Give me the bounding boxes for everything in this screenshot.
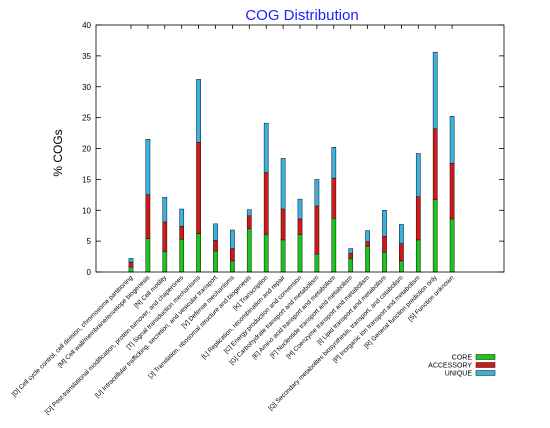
bar-segment-core <box>365 245 370 273</box>
bar-segment-unique <box>399 224 404 244</box>
bar-segment-unique <box>162 197 168 223</box>
bar-segment-unique <box>246 209 252 217</box>
bar-segment-unique <box>263 122 269 173</box>
bar-segment-unique <box>128 258 134 263</box>
bar-segment-accessory <box>230 248 235 262</box>
bar-segment-unique <box>365 230 370 242</box>
bar-segment-accessory <box>179 226 185 240</box>
y-tick-label: 0 <box>87 268 92 277</box>
y-tick-label: 15 <box>82 175 91 184</box>
bar-segment-unique <box>382 210 387 237</box>
bar-segment-unique <box>179 208 185 227</box>
bar-segment-accessory <box>415 196 421 241</box>
y-tick-label: 30 <box>82 83 91 92</box>
bar-segment-core <box>348 258 354 273</box>
legend-swatch-accessory <box>475 362 496 368</box>
bar-segment-core <box>314 253 320 273</box>
bar-segment-accessory <box>145 194 151 239</box>
bar-segment-core <box>179 239 185 273</box>
legend-swatch-core <box>475 354 496 360</box>
bar-segment-core <box>432 199 438 273</box>
bar-segment-unique <box>432 51 438 129</box>
bar-segment-accessory <box>382 235 387 253</box>
bar-segment-core <box>415 239 421 273</box>
y-tick-label: 20 <box>82 145 91 154</box>
bar-segment-core <box>382 251 387 273</box>
bar-segment-accessory <box>365 241 370 247</box>
bar-segment-core <box>145 238 151 273</box>
bar-segment-unique <box>196 79 201 143</box>
y-axis-label: % COGs <box>51 129 65 176</box>
bar-segment-accessory <box>314 205 320 255</box>
bar-segment-unique <box>230 229 235 249</box>
y-tick-label: 10 <box>82 206 91 215</box>
bar-segment-unique <box>415 153 421 197</box>
bar-segment-core <box>263 234 269 273</box>
bar-segment-accessory <box>348 253 354 259</box>
legend-label: CORE <box>452 355 473 362</box>
bar-segment-accessory <box>246 215 252 230</box>
bar-segment-accessory <box>432 128 438 201</box>
bar-segment-unique <box>280 158 286 210</box>
category-labels: [D] Cell cycle control, cell division, c… <box>11 274 456 416</box>
bar-segment-core <box>399 260 404 273</box>
bars <box>128 25 455 273</box>
bar-segment-accessory <box>196 142 201 234</box>
bar-segment-accessory <box>128 261 134 268</box>
bar-segment-accessory <box>449 163 455 220</box>
bar-segment-accessory <box>399 243 404 262</box>
legend-swatch-unique <box>475 370 496 376</box>
y-tick-label: 35 <box>82 52 91 61</box>
bar-segment-core <box>162 251 168 273</box>
y-tick-label: 25 <box>82 114 91 123</box>
bar-segment-core <box>246 228 252 273</box>
bar-segment-core <box>449 218 455 273</box>
bar-segment-accessory <box>331 177 337 219</box>
bar-segment-core <box>280 239 286 273</box>
y-tick-label: 40 <box>82 21 91 30</box>
bar-segment-unique <box>331 147 337 179</box>
bar-segment-accessory <box>297 218 303 235</box>
bar-segment-core <box>128 266 134 273</box>
bar-segment-accessory <box>263 172 269 235</box>
bar-segment-unique <box>449 116 455 164</box>
bar-segment-unique <box>314 179 320 207</box>
bar-segment-accessory <box>213 240 218 252</box>
chart-title: COG Distribution <box>245 7 358 24</box>
bar-segment-unique <box>297 198 303 220</box>
legend-label: UNIQUE <box>445 371 473 378</box>
bar-segment-unique <box>348 248 354 254</box>
bar-segment-unique <box>145 138 151 196</box>
bar-segment-unique <box>213 223 218 241</box>
bar-segment-core <box>297 234 303 273</box>
bar-segment-core <box>331 218 337 273</box>
bar-segment-accessory <box>280 208 286 241</box>
y-tick-label: 5 <box>87 237 92 246</box>
legend-label: ACCESSORY <box>428 363 472 370</box>
bar-segment-core <box>213 250 218 273</box>
bar-segment-core <box>196 233 201 273</box>
plot-frame <box>95 24 505 273</box>
bar-segment-core <box>230 260 235 273</box>
y-axis-ticks: 0 5 10 15 20 25 30 35 40 <box>82 21 504 277</box>
bar-segment-accessory <box>162 221 168 252</box>
